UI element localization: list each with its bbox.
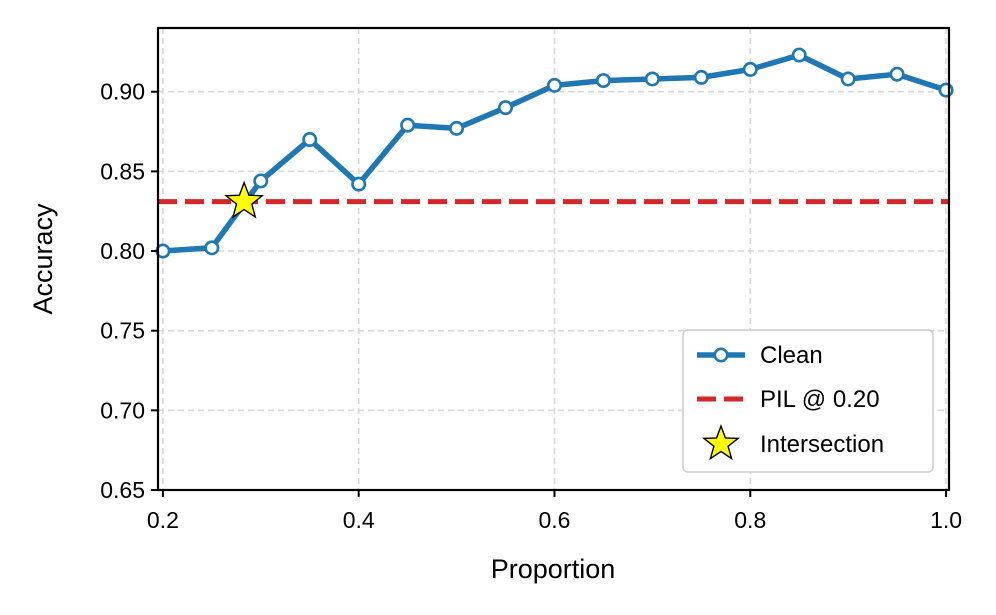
- data-point: [253, 173, 269, 189]
- legend-clean-marker: [713, 347, 729, 363]
- x-tick-label: 0.2: [147, 507, 179, 533]
- data-point: [889, 66, 905, 82]
- data-point: [791, 47, 807, 63]
- legend-clean-label: Clean: [760, 342, 823, 369]
- x-tick-label: 0.6: [538, 507, 570, 533]
- x-tick-label: 0.8: [734, 507, 766, 533]
- data-point: [498, 100, 514, 116]
- data-point: [938, 82, 954, 98]
- data-point: [302, 132, 318, 148]
- legend-reference-label: PIL @ 0.20: [760, 386, 880, 413]
- data-point: [351, 176, 367, 192]
- grid-layer: [158, 28, 949, 491]
- y-tick-label: 0.85: [100, 158, 145, 184]
- data-point: [840, 71, 856, 87]
- legend-intersection-label: Intersection: [760, 431, 884, 458]
- intersection-marker: [224, 180, 265, 219]
- data-point: [595, 73, 611, 89]
- y-axis-label: Accuracy: [28, 203, 58, 315]
- legend-box: [682, 329, 934, 473]
- data-point: [546, 77, 562, 93]
- x-tick-label: 1.0: [930, 507, 962, 533]
- y-tick-label: 0.65: [100, 477, 145, 503]
- y-tick-label: 0.80: [100, 238, 145, 264]
- data-point: [644, 71, 660, 87]
- data-point: [400, 117, 416, 133]
- data-point: [693, 69, 709, 85]
- y-tick-label: 0.70: [100, 397, 145, 423]
- data-point: [449, 120, 465, 136]
- data-point: [204, 240, 220, 256]
- legend: Clean PIL @ 0.20 Intersection: [682, 329, 934, 473]
- data-layer: [155, 47, 954, 259]
- legend-intersection-marker: [701, 423, 741, 461]
- x-axis-label: Proportion: [491, 554, 616, 584]
- data-point: [742, 61, 758, 77]
- x-tick-label: 0.4: [343, 507, 375, 533]
- tick-layer: 0.2 0.4 0.6 0.8 1.0 0.65 0.70 0.75 0.80 0.85 0.90: [100, 79, 962, 533]
- y-tick-label: 0.90: [100, 79, 145, 105]
- y-tick-label: 0.75: [100, 318, 145, 344]
